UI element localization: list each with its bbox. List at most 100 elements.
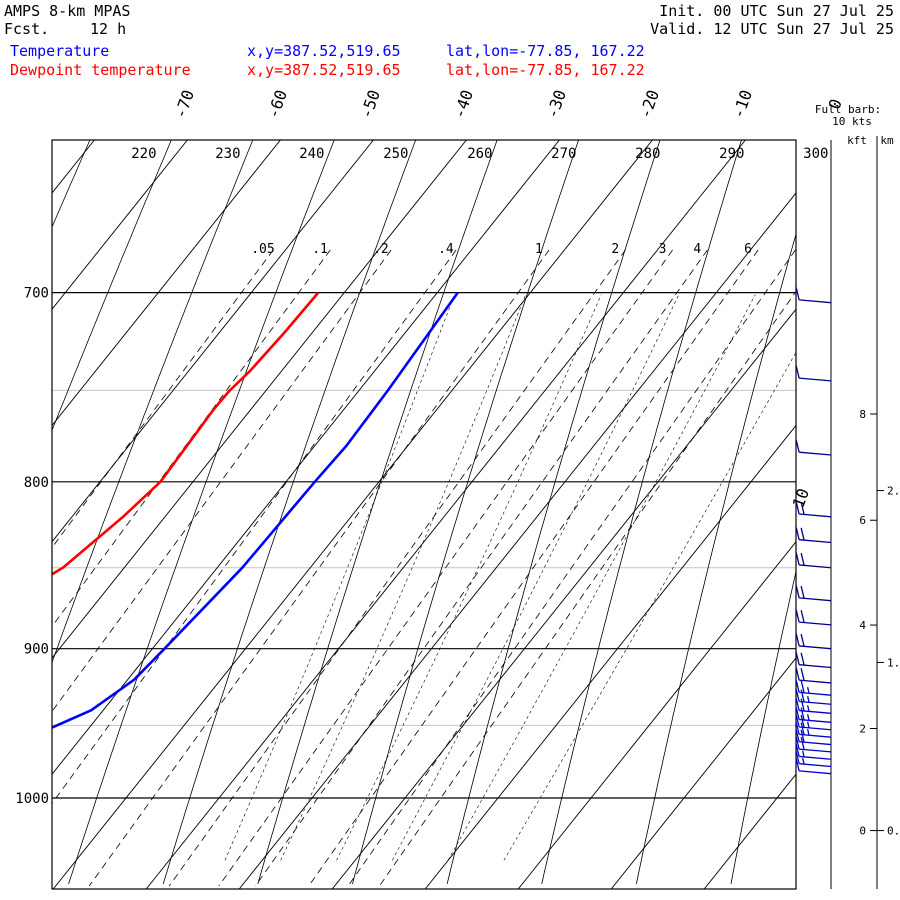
isotherm-line bbox=[238, 192, 796, 889]
wind-barb-staff bbox=[799, 597, 832, 602]
legend-temperature-latlon: lat,lon=-77.85, 167.22 bbox=[446, 42, 645, 60]
wind-barb-flag bbox=[800, 527, 805, 541]
temperature-line bbox=[52, 291, 459, 730]
wind-barb-flag bbox=[795, 743, 800, 757]
isotherm-label: -10 bbox=[728, 87, 756, 121]
isotherm-line bbox=[52, 140, 653, 889]
dry-adiabat bbox=[352, 140, 579, 885]
wind-barb-staff bbox=[799, 564, 832, 569]
model-title: AMPS 8-km MPAS bbox=[4, 2, 131, 20]
isotherm-label: -40 bbox=[449, 87, 477, 121]
wind-barb-staff bbox=[799, 299, 832, 304]
pressure-label-700: 700 bbox=[24, 286, 49, 302]
wind-barb-staff bbox=[799, 539, 832, 544]
dry-adiabat bbox=[635, 232, 796, 885]
wind-barb-flag bbox=[800, 585, 805, 599]
legend-temperature-name: Temperature bbox=[10, 42, 110, 60]
dry-adiabat-label: 250 bbox=[383, 146, 408, 162]
kft-label: 2 bbox=[859, 722, 866, 735]
dry-adiabat-label: 230 bbox=[215, 146, 240, 162]
moist-adiabat bbox=[336, 294, 602, 861]
wind-barb-staff bbox=[799, 645, 832, 650]
isotherm-line bbox=[610, 657, 796, 889]
isotherm-line bbox=[424, 424, 796, 889]
moist-adiabat bbox=[392, 294, 680, 861]
wind-barb-staff bbox=[799, 664, 832, 669]
mixing-ratio-label: 2 bbox=[611, 242, 619, 257]
isotherm-line bbox=[52, 140, 467, 659]
mixing-ratio-line bbox=[88, 249, 550, 887]
isotherm-label: -30 bbox=[542, 87, 570, 121]
moist-adiabat bbox=[503, 351, 796, 861]
km-label: 2. bbox=[887, 485, 900, 498]
wind-barb-staff bbox=[799, 763, 832, 768]
mixing-ratio-line bbox=[347, 249, 796, 887]
km-label: 0. bbox=[887, 825, 900, 838]
wind-barb-flag bbox=[795, 552, 800, 566]
kft-label: 6 bbox=[859, 514, 866, 527]
wind-barb-flag bbox=[795, 698, 800, 711]
pressure-label-800: 800 bbox=[24, 475, 49, 491]
wind-barb-staff bbox=[799, 748, 832, 753]
mixing-ratio-label: .2 bbox=[373, 242, 389, 257]
wind-barb-flag bbox=[795, 714, 800, 728]
barb-legend-line1: Full barb: bbox=[815, 103, 881, 116]
dry-adiabat bbox=[68, 140, 335, 885]
pressure-label-1000: 1000 bbox=[15, 791, 49, 807]
wind-barb-staff bbox=[799, 755, 832, 760]
barb-legend-line2: 10 kts bbox=[832, 115, 872, 128]
wind-barb-half-flag bbox=[806, 721, 810, 729]
mixing-ratio-line bbox=[218, 249, 673, 887]
plot-frame bbox=[51, 139, 797, 890]
isotherm-label: -50 bbox=[356, 87, 384, 121]
mixing-ratio-label: .05 bbox=[251, 242, 274, 257]
wind-barb-half-flag bbox=[806, 686, 810, 694]
dry-adiabat-label: 300 bbox=[803, 146, 828, 162]
dry-adiabat bbox=[52, 140, 254, 664]
isotherm-line bbox=[0, 140, 1, 889]
dry-adiabat-label: 290 bbox=[719, 146, 744, 162]
wind-barb-staff bbox=[799, 451, 832, 456]
pressure-label-900: 900 bbox=[24, 642, 49, 658]
wind-barb-flag bbox=[800, 680, 805, 693]
mixing-ratio-label: 6 bbox=[744, 242, 752, 257]
dry-adiabat bbox=[446, 140, 661, 885]
kft-label: 4 bbox=[859, 619, 866, 632]
wind-barb-staff bbox=[799, 513, 832, 518]
dry-adiabat-label: 240 bbox=[299, 146, 324, 162]
isotherm-line bbox=[52, 140, 188, 310]
legend-dewpoint-name: Dewpoint temperature bbox=[10, 61, 191, 79]
wind-barb-flag bbox=[800, 501, 805, 515]
mixing-ratio-label: 3 bbox=[659, 242, 667, 257]
wind-barb-staff bbox=[799, 726, 832, 731]
mixing-ratio-label: 4 bbox=[693, 242, 701, 257]
moist-adiabat bbox=[447, 294, 756, 861]
dry-adiabat bbox=[0, 140, 9, 884]
dry-adiabat bbox=[162, 140, 417, 885]
wind-barb-half-flag bbox=[806, 696, 810, 703]
isotherm-line bbox=[331, 308, 796, 889]
wind-barb-staff bbox=[799, 377, 832, 382]
valid-time: Valid. 12 UTC Sun 27 Jul 25 bbox=[650, 20, 894, 38]
wind-barb-flag bbox=[795, 633, 800, 647]
wind-barb-flag bbox=[795, 679, 800, 693]
wind-barb-staff bbox=[799, 691, 832, 696]
legend-dewpoint-xy: x,y=387.52,519.65 bbox=[247, 61, 401, 79]
dry-adiabat-label: 280 bbox=[635, 146, 660, 162]
wind-barb-flag bbox=[795, 652, 800, 665]
kft-label: 8 bbox=[859, 408, 866, 421]
wind-barb-flag bbox=[795, 501, 800, 515]
wind-barb-flag bbox=[795, 287, 800, 301]
dry-adiabat bbox=[541, 140, 742, 885]
wind-barb-flag bbox=[800, 610, 805, 623]
wind-barb-flag bbox=[800, 552, 805, 566]
wind-barb-half-flag bbox=[802, 750, 805, 758]
kft-header: kft bbox=[847, 134, 867, 147]
forecast-label: Fcst. bbox=[4, 20, 50, 38]
dry-adiabat bbox=[730, 569, 796, 885]
forecast-hour: 12 h bbox=[90, 20, 127, 38]
wind-barb-staff bbox=[799, 733, 832, 738]
init-time: Init. 00 UTC Sun 27 Jul 25 bbox=[659, 2, 894, 20]
dry-adiabat bbox=[257, 140, 498, 885]
